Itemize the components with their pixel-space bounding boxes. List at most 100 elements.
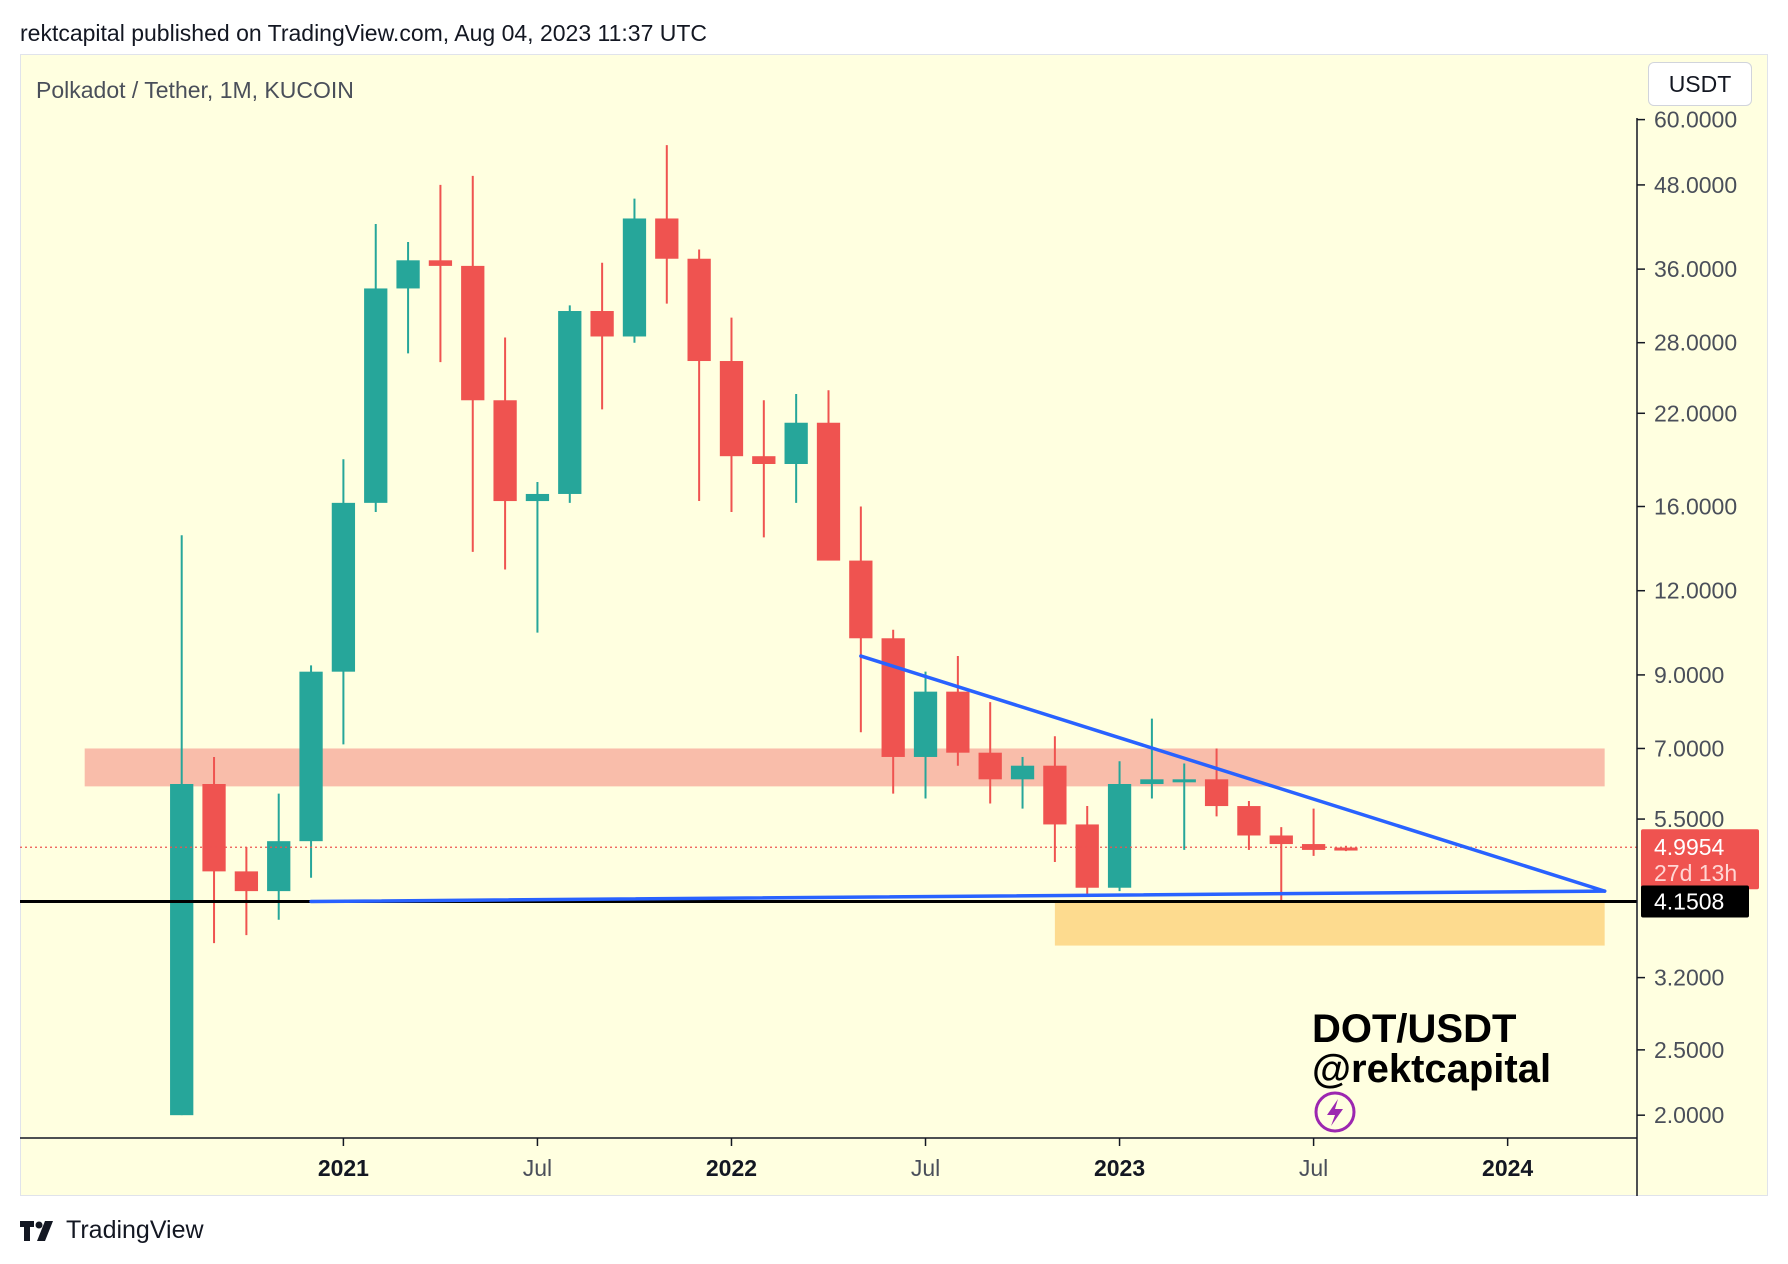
published-header: rektcapital published on TradingView.com… [20, 20, 708, 46]
candle [719, 317, 744, 513]
ascending-support-trendline [309, 889, 1607, 904]
candle-body [299, 671, 323, 842]
candle [493, 337, 517, 570]
candle-body [1334, 847, 1358, 851]
y-tick-label: 3.2000 [1654, 965, 1724, 991]
candle-body [816, 422, 841, 561]
candle [364, 224, 388, 513]
watermark: DOT/USDT@rektcapital [1312, 1007, 1551, 1133]
y-tick-label: 7.0000 [1654, 735, 1724, 761]
candle-body [493, 400, 517, 502]
y-tick-label: 16.0000 [1654, 493, 1737, 519]
lightning-icon-ring [1314, 1091, 1356, 1133]
candle [946, 656, 970, 766]
candle-body [590, 311, 614, 337]
tradingview-logo-icon [20, 1220, 53, 1241]
candle-body [525, 493, 550, 502]
candle [428, 184, 453, 363]
candle [299, 665, 323, 878]
candle-body [364, 288, 388, 503]
candle [849, 506, 873, 733]
candle-body [428, 260, 453, 266]
tradingview-footer[interactable]: TradingView [20, 1216, 204, 1245]
candle-body [719, 361, 744, 457]
zones-layer [84, 748, 1605, 946]
candle-body [170, 784, 194, 1116]
candle [1043, 736, 1067, 862]
candle [558, 305, 582, 503]
symbol-title[interactable]: Polkadot / Tether, 1M, KUCOIN [36, 77, 354, 103]
candle [1075, 806, 1099, 895]
support-price-badge: 4.1508 [1641, 885, 1749, 918]
y-tick-label: 28.0000 [1654, 330, 1737, 356]
last-price-value: 4.9954 [1654, 834, 1725, 860]
candle [234, 846, 259, 936]
x-tick-label: Jul [1299, 1155, 1328, 1181]
candle [202, 756, 226, 944]
candle [752, 400, 776, 538]
lightning-icon-bolt [1327, 1099, 1343, 1126]
y-axis: 60.0000 48.0000 36.0000 28.0000 22.0000 16.00… [1636, 107, 1737, 1196]
last-price-box [1641, 829, 1759, 890]
support-price-box [1641, 885, 1749, 918]
watermark-handle: @rektcapital [1312, 1047, 1551, 1091]
candle-body [849, 560, 873, 639]
support-price-value: 4.1508 [1654, 888, 1724, 914]
candle [170, 535, 194, 1116]
candle-body [913, 691, 938, 757]
candle-body [1269, 835, 1293, 845]
candle-body [622, 218, 647, 337]
y-tick-label: 22.0000 [1654, 400, 1737, 426]
candle-body [1075, 824, 1099, 888]
x-axis: 2021 Jul 2022 Jul 2023 Jul 2024 [20, 1137, 1637, 1181]
candle [331, 459, 356, 745]
y-tick-label: 48.0000 [1654, 172, 1737, 198]
candle [1172, 763, 1196, 850]
candle-body [1204, 779, 1229, 807]
x-tick-label: Jul [523, 1155, 552, 1181]
candle-body [396, 260, 420, 289]
y-tick-label: 36.0000 [1654, 256, 1737, 282]
y-tick-label: 9.0000 [1654, 662, 1724, 688]
candle [622, 198, 647, 343]
candle [1237, 801, 1261, 850]
candle-body [202, 784, 226, 872]
countdown-value: 27d 13h [1654, 860, 1737, 886]
x-tick-label: 2024 [1482, 1155, 1533, 1181]
candle-body [1172, 779, 1196, 783]
candle [1301, 808, 1326, 856]
lightning-icon [1314, 1091, 1356, 1133]
candle [978, 702, 1002, 804]
candle-body [1301, 844, 1326, 850]
candle-body [1107, 784, 1132, 888]
candle-body [978, 752, 1002, 780]
candle [1204, 748, 1229, 817]
candle-body [881, 638, 905, 757]
y-tick-label: 5.5000 [1654, 806, 1724, 832]
candle [267, 793, 291, 920]
x-tick-label: 2023 [1094, 1155, 1145, 1181]
candle-body [1043, 765, 1067, 825]
candle-body [1010, 765, 1035, 780]
resistance-zone [84, 748, 1605, 787]
candle [687, 249, 711, 502]
watermark-pair: DOT/USDT [1312, 1007, 1516, 1051]
candle [655, 145, 679, 304]
candles-layer [170, 145, 1358, 1116]
candle-body [655, 218, 679, 259]
candle-body [461, 265, 485, 401]
y-tick-label: 12.0000 [1654, 578, 1737, 604]
candle [461, 175, 485, 552]
lines-layer [20, 654, 1637, 904]
candle [396, 241, 420, 354]
y-tick-label: 2.0000 [1654, 1102, 1724, 1128]
candle-body [558, 311, 582, 494]
tradingview-brand: TradingView [66, 1216, 204, 1244]
currency-button[interactable]: USDT [1648, 62, 1752, 106]
y-tick-label: 60.0000 [1654, 107, 1737, 133]
x-tick-label: Jul [911, 1155, 940, 1181]
candle [1140, 718, 1164, 799]
x-tick-label: 2021 [318, 1155, 369, 1181]
candle [816, 390, 841, 561]
